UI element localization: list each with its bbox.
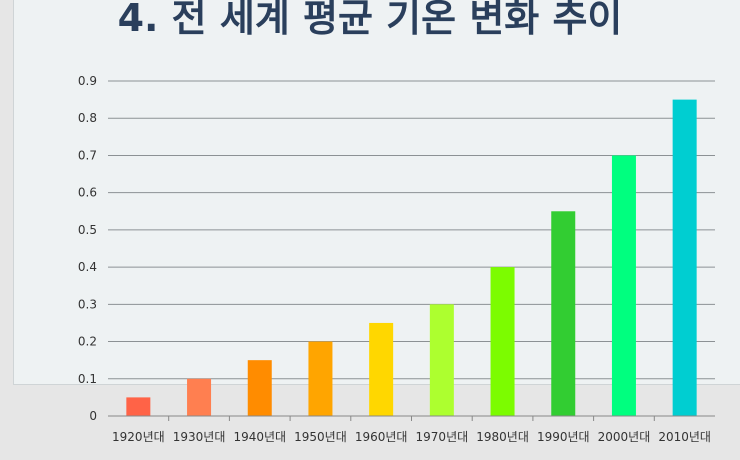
y-tick-label: 0 xyxy=(89,409,97,423)
bar xyxy=(551,211,576,416)
bar xyxy=(611,155,636,416)
bar xyxy=(429,304,454,416)
y-tick-label: 0.6 xyxy=(78,186,97,200)
x-tick-label: 1920년대 xyxy=(112,430,165,444)
bar xyxy=(126,397,151,416)
bar xyxy=(672,99,697,416)
x-tick-label: 1970년대 xyxy=(416,430,469,444)
x-tick-label: 1950년대 xyxy=(294,430,347,444)
x-tick-label: 1930년대 xyxy=(173,430,226,444)
y-tick-label: 0.1 xyxy=(78,372,97,386)
bar xyxy=(490,267,515,416)
y-tick-label: 0.3 xyxy=(78,297,97,311)
x-axis-tick-labels: 1920년대 1930년대 1940년대 1950년대 1960년대 1970년대 1980… xyxy=(112,416,711,444)
x-tick-label: 1960년대 xyxy=(355,430,408,444)
y-tick-label: 0.4 xyxy=(78,260,97,274)
x-tick-label: 1990년대 xyxy=(537,430,590,444)
x-tick-label: 1940년대 xyxy=(233,430,286,444)
y-tick-label: 0.8 xyxy=(78,111,97,125)
x-tick-label: 1980년대 xyxy=(476,430,529,444)
x-tick-label: 2000년대 xyxy=(598,430,651,444)
bars xyxy=(126,99,697,416)
bar xyxy=(247,360,272,416)
chart-title: 4. 전 세계 평균 기온 변화 추이 xyxy=(117,0,623,40)
x-tick-label: 2010년대 xyxy=(658,430,711,444)
y-tick-label: 0.9 xyxy=(78,74,97,88)
y-axis-tick-labels: 0 0.1 0.2 0.3 0.4 0.5 0.6 0.7 0.8 0.9 xyxy=(78,74,97,423)
y-tick-label: 0.2 xyxy=(78,335,97,349)
y-tick-label: 0.7 xyxy=(78,148,97,162)
bar xyxy=(308,341,333,416)
bar xyxy=(187,378,212,416)
y-tick-label: 0.5 xyxy=(78,223,97,237)
bar xyxy=(369,322,394,416)
